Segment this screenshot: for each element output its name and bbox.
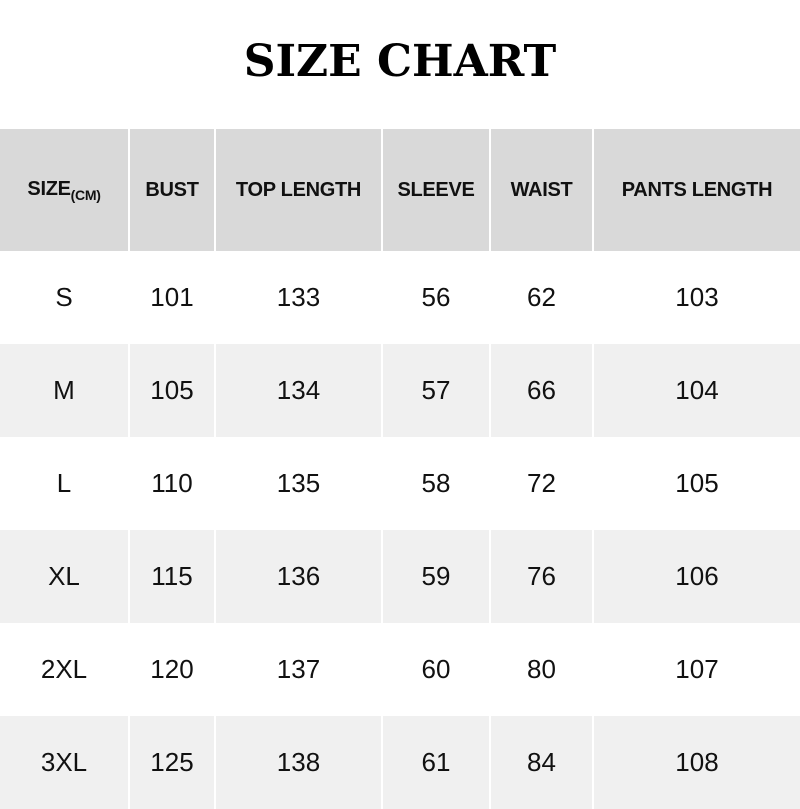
cell-waist: 66 <box>489 344 593 437</box>
header-bust: BUST <box>128 129 215 251</box>
table-row: M 105 134 57 66 104 <box>0 344 800 437</box>
header-size-unit: (CM) <box>70 186 101 203</box>
cell-size: 2XL <box>0 623 129 716</box>
cell-size: 3XL <box>0 716 129 809</box>
cell-bust: 125 <box>128 716 215 809</box>
cell-top-length: 133 <box>214 251 382 344</box>
cell-pants-length: 107 <box>592 623 800 716</box>
cell-top-length: 135 <box>214 437 382 530</box>
cell-sleeve: 59 <box>381 530 490 623</box>
cell-waist: 84 <box>489 716 593 809</box>
header-pants-length: PANTS LENGTH <box>592 129 800 251</box>
page-title: SIZE CHART <box>243 36 557 87</box>
header-waist: WAIST <box>489 129 593 251</box>
header-top-length: TOP LENGTH <box>214 129 382 251</box>
size-chart-table: SIZE(CM) BUST TOP LENGTH SLEEVE WAIST PA… <box>0 129 800 809</box>
cell-size: M <box>0 344 129 437</box>
cell-size: XL <box>0 530 129 623</box>
table-row: S 101 133 56 62 103 <box>0 251 800 344</box>
header-sleeve: SLEEVE <box>381 129 490 251</box>
cell-sleeve: 58 <box>381 437 490 530</box>
cell-waist: 76 <box>489 530 593 623</box>
table-row: XL 115 136 59 76 106 <box>0 530 800 623</box>
cell-size: L <box>0 437 129 530</box>
cell-pants-length: 106 <box>592 530 800 623</box>
cell-top-length: 138 <box>214 716 382 809</box>
cell-sleeve: 61 <box>381 716 490 809</box>
cell-pants-length: 105 <box>592 437 800 530</box>
header-size: SIZE(CM) <box>0 129 129 251</box>
table-row: 2XL 120 137 60 80 107 <box>0 623 800 716</box>
cell-pants-length: 108 <box>592 716 800 809</box>
cell-top-length: 137 <box>214 623 382 716</box>
cell-bust: 120 <box>128 623 215 716</box>
cell-pants-length: 104 <box>592 344 800 437</box>
cell-sleeve: 57 <box>381 344 490 437</box>
header-row: SIZE(CM) BUST TOP LENGTH SLEEVE WAIST PA… <box>0 129 800 251</box>
cell-bust: 101 <box>128 251 215 344</box>
header-size-label: SIZE <box>27 177 71 200</box>
table-row: 3XL 125 138 61 84 108 <box>0 716 800 809</box>
cell-sleeve: 60 <box>381 623 490 716</box>
cell-bust: 110 <box>128 437 215 530</box>
cell-top-length: 134 <box>214 344 382 437</box>
cell-bust: 115 <box>128 530 215 623</box>
cell-waist: 62 <box>489 251 593 344</box>
cell-pants-length: 103 <box>592 251 800 344</box>
table-row: L 110 135 58 72 105 <box>0 437 800 530</box>
cell-waist: 80 <box>489 623 593 716</box>
cell-waist: 72 <box>489 437 593 530</box>
cell-size: S <box>0 251 129 344</box>
cell-top-length: 136 <box>214 530 382 623</box>
cell-sleeve: 56 <box>381 251 490 344</box>
cell-bust: 105 <box>128 344 215 437</box>
